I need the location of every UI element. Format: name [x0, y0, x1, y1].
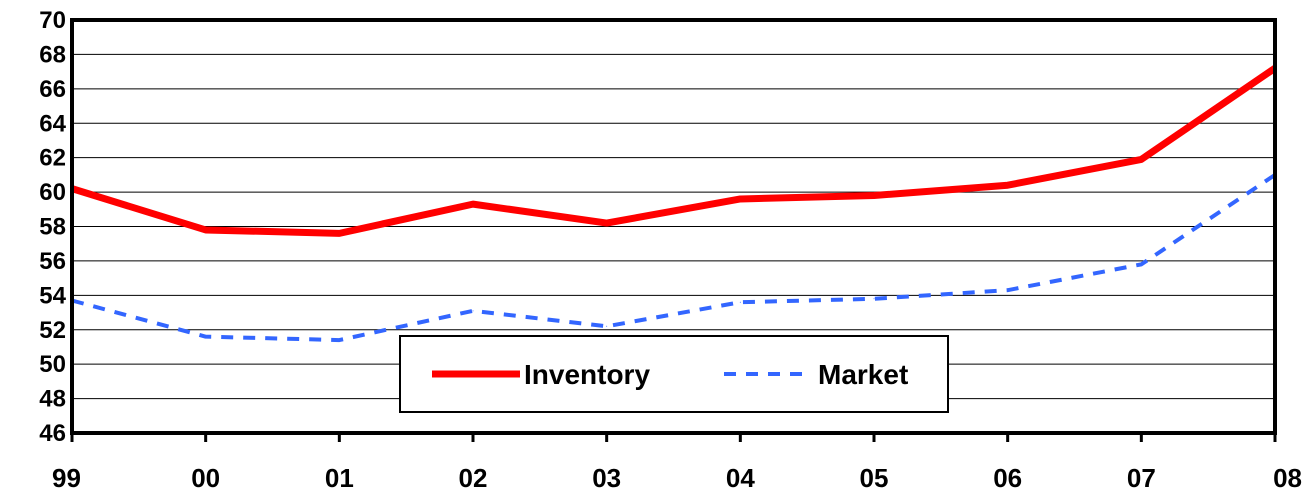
y-tick-label: 62 — [39, 145, 66, 172]
plot-frame — [70, 18, 1277, 435]
data-point-market — [205, 336, 207, 338]
legend-label-inventory: Inventory — [524, 359, 650, 390]
y-tick-label: 54 — [39, 282, 66, 309]
series-lines — [70, 65, 1277, 343]
data-point-market — [338, 339, 340, 341]
y-tick-label: 68 — [39, 41, 66, 68]
x-tick-label: 07 — [1127, 463, 1156, 493]
x-tick-label: 01 — [325, 463, 354, 493]
y-tick-label: 50 — [39, 351, 66, 378]
x-tick-label: 04 — [726, 463, 755, 493]
x-axis-ticks: 99 00 01 02 03 04 05 06 07 08 — [52, 433, 1302, 493]
y-tick-label: 56 — [39, 248, 66, 275]
series-line-inventory — [70, 65, 1277, 237]
series-line-market — [71, 173, 1277, 343]
data-point-inventory — [205, 229, 207, 231]
data-point-market — [739, 301, 741, 303]
data-point-market — [1007, 289, 1009, 291]
data-point-inventory — [873, 195, 875, 197]
x-tick-label: 99 — [52, 463, 81, 493]
data-point-inventory — [1007, 184, 1009, 186]
x-tick-label: 03 — [592, 463, 621, 493]
y-tick-label: 66 — [39, 76, 66, 103]
data-point-market — [873, 298, 875, 300]
y-tick-label: 58 — [39, 214, 66, 241]
data-point-inventory — [739, 198, 741, 200]
x-tick-label: 08 — [1273, 463, 1302, 493]
data-point-inventory — [472, 203, 474, 205]
x-tick-label: 05 — [860, 463, 889, 493]
data-point-inventory — [1140, 158, 1142, 160]
y-tick-label: 48 — [39, 386, 66, 413]
y-tick-label: 64 — [39, 110, 66, 137]
x-tick-label: 02 — [459, 463, 488, 493]
x-tick-label: 00 — [191, 463, 220, 493]
y-tick-label: 70 — [39, 7, 66, 34]
x-tick-label: 06 — [993, 463, 1022, 493]
data-point-market — [472, 310, 474, 312]
y-tick-label: 46 — [39, 420, 66, 447]
legend-label-market: Market — [818, 359, 908, 390]
data-point-inventory — [338, 232, 340, 234]
data-point-market — [1140, 263, 1142, 265]
y-tick-label: 60 — [39, 179, 66, 206]
y-tick-label: 52 — [39, 317, 66, 344]
data-point-market — [606, 325, 608, 327]
data-point-inventory — [606, 222, 608, 224]
y-axis-ticks: 46 48 50 52 54 56 58 60 62 64 66 68 70 — [39, 7, 66, 447]
legend: Inventory Market — [399, 335, 949, 413]
